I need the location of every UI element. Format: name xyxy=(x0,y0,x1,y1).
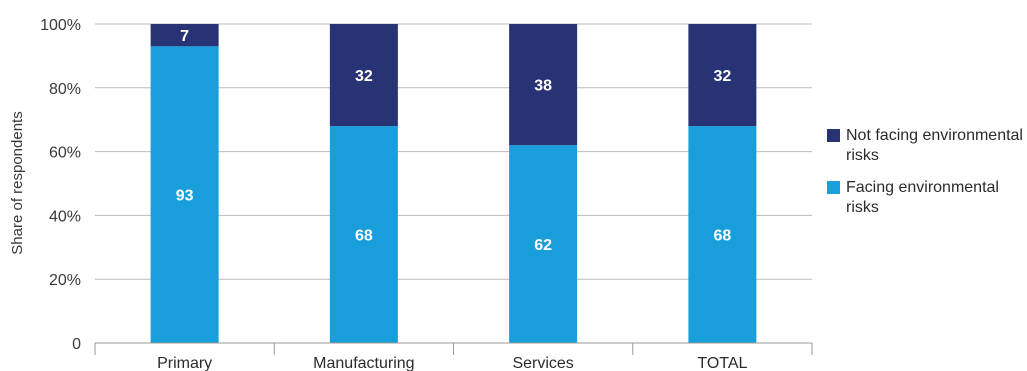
data-label-facing: 93 xyxy=(176,188,194,205)
bar-segment-facing xyxy=(688,126,757,343)
data-label-facing: 62 xyxy=(534,237,552,254)
x-category-label: Primary xyxy=(157,355,212,371)
y-tick-label: 100% xyxy=(40,17,81,34)
legend: Not facing environmental risks Facing en… xyxy=(827,126,1027,230)
y-tick-label: 20% xyxy=(49,272,81,289)
bar-segment-not-facing xyxy=(329,24,398,127)
x-category-label: Manufacturing xyxy=(313,355,414,371)
bar-segment-not-facing xyxy=(688,24,757,127)
bar-segment-not-facing xyxy=(509,24,578,146)
y-axis-tick-labels: 0 20% 40% 60% 80% 100% xyxy=(40,17,81,353)
y-tick-label: 0 xyxy=(72,336,81,353)
data-label-not-facing: 32 xyxy=(713,68,731,85)
y-tick-label: 60% xyxy=(49,145,81,162)
bar-segment-not-facing xyxy=(150,24,219,47)
x-category-label: TOTAL xyxy=(697,355,747,371)
legend-item-facing: Facing environmental risks xyxy=(827,178,1027,218)
bar-segment-facing xyxy=(150,46,219,344)
bar-segment-facing xyxy=(509,145,578,343)
legend-label-not-facing: Not facing environmental risks xyxy=(846,127,1023,164)
data-label-not-facing: 38 xyxy=(534,78,552,95)
x-axis: Primary Manufacturing Services TOTAL xyxy=(94,342,813,371)
bars: 93 7 68 32 62 38 68 32 xyxy=(150,24,757,344)
legend-label-facing: Facing environmental risks xyxy=(846,179,999,216)
stacked-bar-chart: 0 20% 40% 60% 80% 100% 93 7 68 32 62 38 68 32 Primar… xyxy=(9,17,813,371)
data-label-facing: 68 xyxy=(355,228,373,245)
y-tick-label: 40% xyxy=(49,208,81,225)
legend-item-not-facing: Not facing environmental risks xyxy=(827,126,1027,166)
legend-swatch-facing xyxy=(827,181,840,194)
bar-segment-facing xyxy=(329,126,398,343)
y-tick-label: 80% xyxy=(49,81,81,98)
data-label-not-facing: 7 xyxy=(180,28,189,45)
data-label-facing: 68 xyxy=(713,228,731,245)
legend-swatch-not-facing xyxy=(827,129,840,142)
x-category-label: Services xyxy=(512,355,573,371)
y-axis-title: Share of respondents xyxy=(9,111,26,254)
data-label-not-facing: 32 xyxy=(355,68,373,85)
